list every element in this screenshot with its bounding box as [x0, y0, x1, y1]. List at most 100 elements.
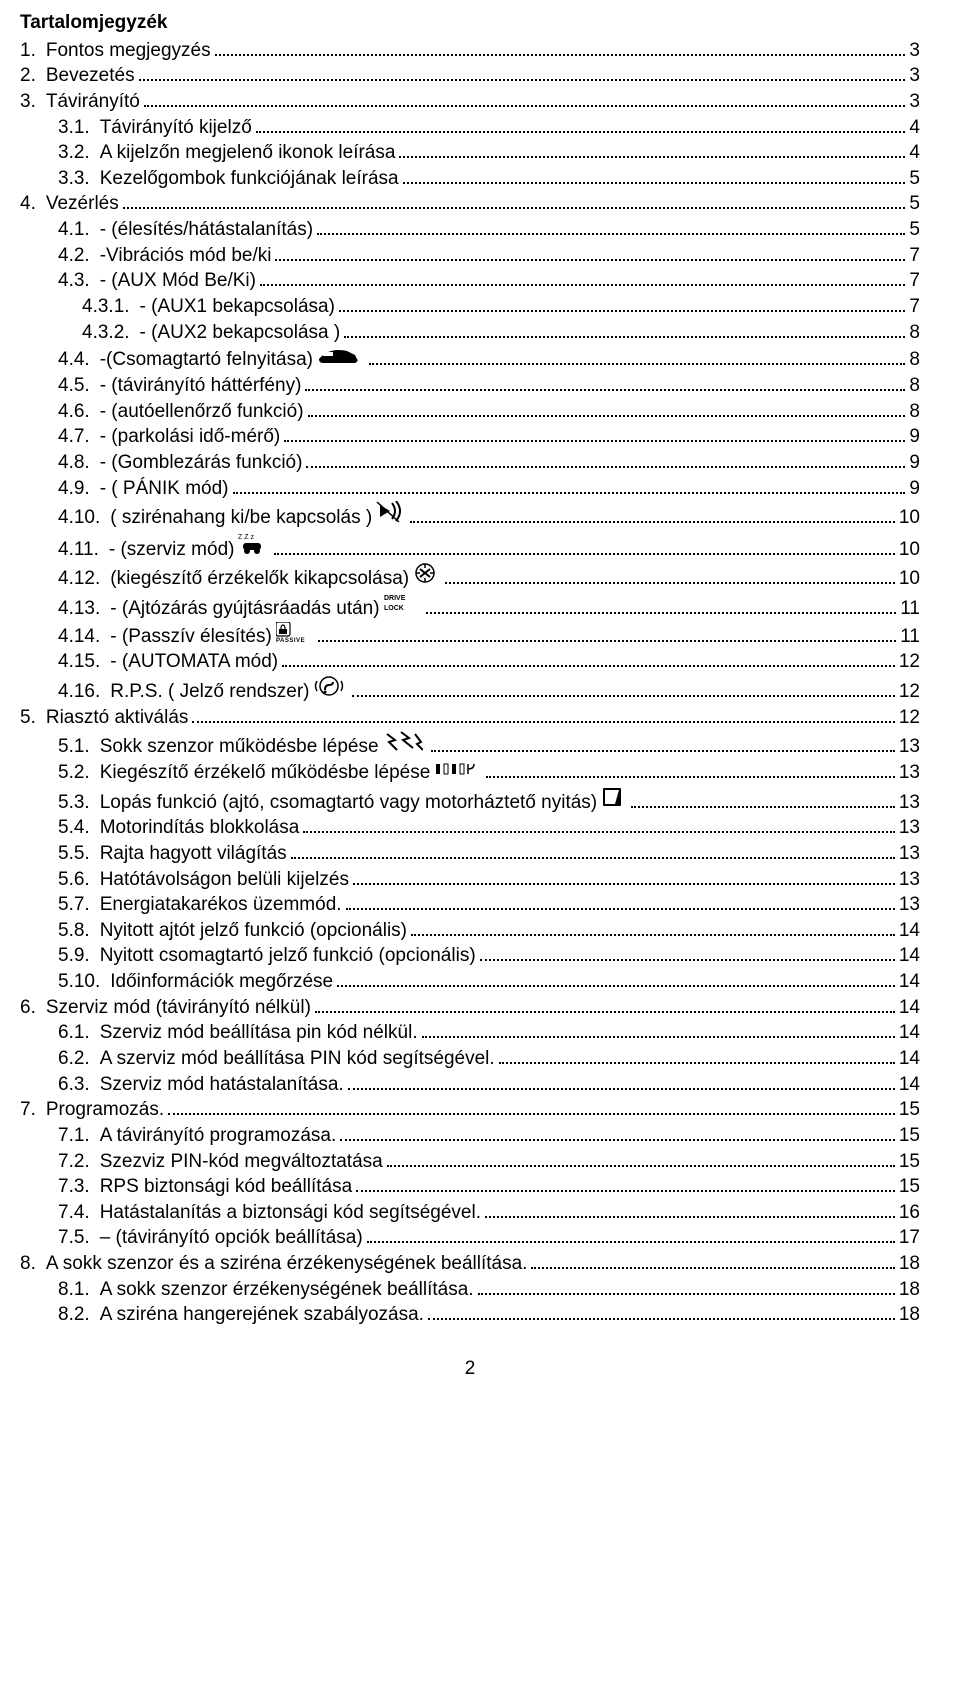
entry-number: 4.11.	[58, 537, 99, 563]
entry-page: 4	[909, 115, 920, 141]
entry-number: 5.8.	[58, 918, 90, 944]
entry-label: - (távirányító háttérfény)	[100, 373, 302, 399]
leader-dots	[340, 1125, 895, 1141]
entry-page: 11	[900, 624, 920, 650]
toc-entry: 4.12. (kiegészítő érzékelők kikapcsolása)…	[20, 562, 920, 592]
entry-label: Távirányító	[46, 89, 140, 115]
entry-label: Energiatakarékos üzemmód.	[100, 892, 342, 918]
entry-label: - (AUTOMATA mód)	[110, 649, 278, 675]
passive-icon: PASSIVE	[276, 622, 310, 642]
entry-label: A kijelzőn megjelenő ikonok leírása	[100, 140, 396, 166]
entry-number: 4.	[20, 191, 36, 217]
leader-dots	[399, 142, 905, 158]
leader-dots	[305, 375, 905, 391]
leader-dots	[356, 1176, 895, 1192]
entry-label: Nyitott csomagtartó jelző funkció (opcio…	[100, 943, 476, 969]
leader-dots	[352, 681, 895, 697]
entry-label: - (parkolási idő-mérő)	[100, 424, 281, 450]
entry-page: 14	[899, 1072, 920, 1098]
entry-page: 10	[899, 505, 920, 531]
entry-number: 3.1.	[58, 115, 90, 141]
entry-number: 5.5.	[58, 841, 90, 867]
leader-dots	[123, 193, 906, 209]
toc-entry: 4.13.- (Ajtózárás gyújtásráadás után)DRI…	[20, 592, 920, 622]
toc-entry: 4.1.- (élesítés/hátástalanítás)5	[20, 217, 920, 243]
entry-page: 13	[899, 841, 920, 867]
toc-entry: 4.Vezérlés5	[20, 191, 920, 217]
leader-dots	[348, 1073, 895, 1089]
entry-label: Motorindítás blokkolása	[100, 815, 300, 841]
entry-number: 2.	[20, 63, 36, 89]
entry-number: 5.6.	[58, 867, 90, 893]
toc-entry: 4.11.- (szerviz mód)Z Z z10	[20, 531, 920, 563]
entry-number: 5.	[20, 705, 36, 731]
leader-dots	[168, 1099, 895, 1115]
leader-dots	[139, 65, 906, 81]
entry-page: 10	[899, 537, 920, 563]
leader-dots	[275, 245, 905, 261]
toc-entry: 4.14. - (Passzív élesítés)PASSIVE 11	[20, 622, 920, 650]
leader-dots	[144, 91, 906, 107]
entry-label: - (Gomblezárás funkció)	[100, 450, 303, 476]
entry-label: RPS biztonsági kód beállítása	[100, 1174, 352, 1200]
entry-number: 4.13.	[58, 596, 100, 622]
service-icon: Z Z z	[238, 531, 266, 555]
entry-page: 9	[909, 450, 920, 476]
toc-entry: 5.9.Nyitott csomagtartó jelző funkció (o…	[20, 943, 920, 969]
entry-label: - (Ajtózárás gyújtásráadás után)	[110, 596, 379, 622]
entry-page: 18	[899, 1251, 920, 1277]
toc-entry: 5.Riasztó aktiválás12	[20, 705, 920, 731]
leader-dots	[282, 651, 895, 667]
entry-number: 4.12.	[58, 566, 100, 592]
toc-entry: 4.7.- (parkolási idő-mérő)9	[20, 424, 920, 450]
entry-label: (kiegészítő érzékelők kikapcsolása)	[110, 566, 409, 592]
entry-label: A sziréna hangerejének szabályozása.	[100, 1302, 424, 1328]
entry-page: 18	[899, 1277, 920, 1303]
entry-page: 15	[899, 1097, 920, 1123]
leader-dots	[344, 321, 905, 337]
leader-dots	[256, 116, 906, 132]
toc-entry: 3.2.A kijelzőn megjelenő ikonok leírása4	[20, 140, 920, 166]
entry-number: 4.1.	[58, 217, 90, 243]
svg-text:Z Z z: Z Z z	[238, 534, 254, 541]
toc-entry: 5.8.Nyitott ajtót jelző funkció (opcioná…	[20, 918, 920, 944]
entry-number: 3.	[20, 89, 36, 115]
entry-page: 12	[899, 679, 920, 705]
leader-dots	[485, 1202, 895, 1218]
entry-label: -(Csomagtartó felnyitása)	[100, 347, 313, 373]
entry-page: 9	[909, 476, 920, 502]
entry-number: 4.5.	[58, 373, 90, 399]
entry-page: 8	[909, 320, 920, 346]
entry-page: 5	[909, 217, 920, 243]
toc-entry: 4.9.- ( PÁNIK mód)9	[20, 476, 920, 502]
entry-label: - (Passzív élesítés)	[110, 624, 272, 650]
leader-dots	[318, 625, 896, 641]
toc-entry: 6.Szerviz mód (távirányító nélkül)14	[20, 995, 920, 1021]
entry-label: - (AUX Mód Be/Ki)	[100, 268, 256, 294]
entry-label: - (AUX2 bekapcsolása )	[140, 320, 341, 346]
entry-label: A sokk szenzor érzékenységének beállítás…	[100, 1277, 474, 1303]
entry-number: 5.4.	[58, 815, 90, 841]
entry-label: Riasztó aktiválás	[46, 705, 189, 731]
toc-entry: 5.3.Lopás funkció (ajtó, csomagtartó vag…	[20, 786, 920, 816]
toc-entry: 6.1.Szerviz mód beállítása pin kód nélkü…	[20, 1020, 920, 1046]
entry-page: 10	[899, 566, 920, 592]
leader-dots	[410, 507, 895, 523]
entry-page: 5	[909, 191, 920, 217]
leader-dots	[284, 426, 905, 442]
entry-page: 14	[899, 943, 920, 969]
entry-label: Hatástalanítás a biztonsági kód segítség…	[100, 1200, 481, 1226]
entry-number: 7.5.	[58, 1225, 90, 1251]
toc-entry: 4.6.- (autóellenőrző funkció)8	[20, 399, 920, 425]
page-number: 2	[20, 1356, 920, 1382]
entry-number: 4.14.	[58, 624, 100, 650]
leader-dots	[478, 1279, 895, 1295]
toc-entry: 5.6.Hatótávolságon belüli kijelzés13	[20, 867, 920, 893]
entry-number: 5.2.	[58, 760, 90, 786]
entry-page: 18	[899, 1302, 920, 1328]
entry-number: 3.2.	[58, 140, 90, 166]
entry-page: 15	[899, 1174, 920, 1200]
entry-page: 13	[899, 734, 920, 760]
entry-number: 6.	[20, 995, 36, 1021]
entry-page: 13	[899, 815, 920, 841]
